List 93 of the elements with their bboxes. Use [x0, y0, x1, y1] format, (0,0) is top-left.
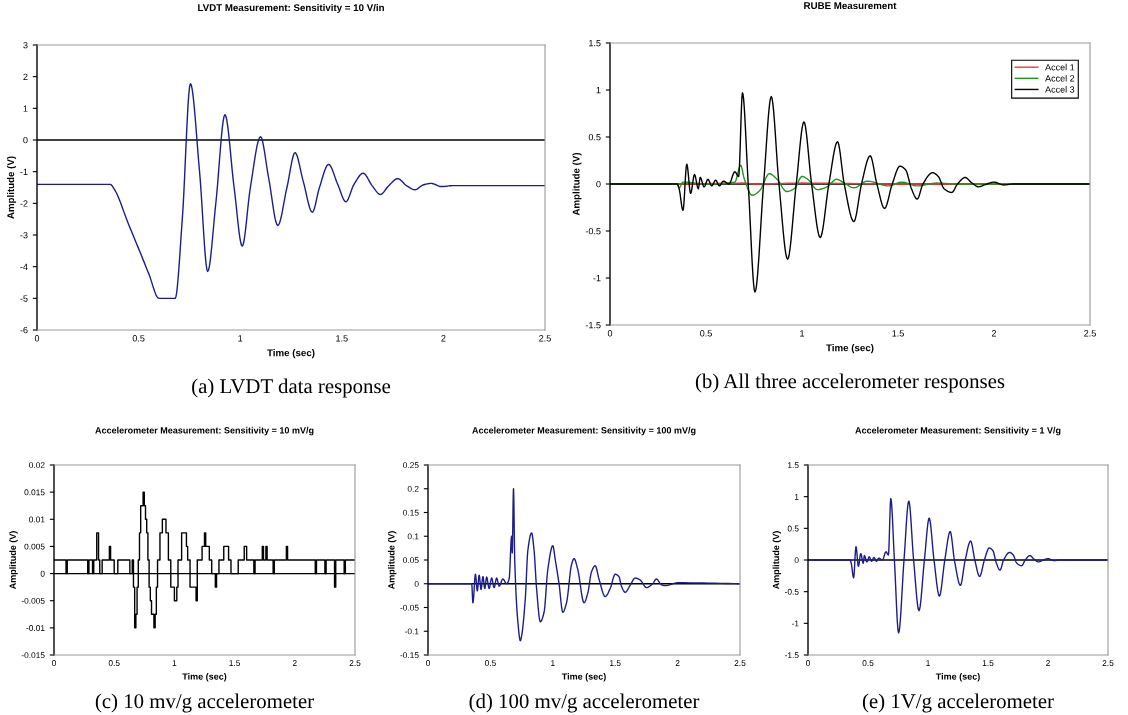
y-axis-title: Amplitude (V) [387, 531, 397, 590]
y-tick-label: 0.15 [403, 509, 419, 516]
text: (c) 10 mv/g accelerometer [95, 693, 314, 713]
y-tick-label: 3 [23, 41, 28, 49]
y-tick-label: 1.5 [589, 40, 601, 47]
y-tick-label: -0.5 [585, 227, 601, 235]
y-tick-label: 1.5 [788, 462, 799, 469]
legend-label: Accel 2 [1045, 74, 1075, 82]
y-tick-label: -0.15 [400, 652, 419, 659]
y-tick-label: -0.015 [21, 652, 45, 659]
y-tick-label: -4 [20, 263, 28, 270]
y-tick-label: -6 [20, 326, 28, 334]
x-tick-label: 1.5 [982, 660, 994, 666]
y-tick-label: -1.5 [585, 322, 601, 329]
legend-label: Accel 1 [1045, 63, 1075, 71]
y-axis-title: Amplitude (V) [9, 531, 18, 590]
y-axis-title: Amplitude (V) [6, 156, 17, 219]
x-tick-label: 1 [238, 335, 243, 342]
y-tick-label: 1 [794, 493, 799, 500]
x-axis-title: Time (sec) [935, 673, 980, 682]
y-tick-label: 1 [596, 87, 601, 94]
chart-title: Accelerometer Measurement: Sensitivity = 100 mV/g [472, 426, 696, 436]
x-tick-label: 1 [551, 660, 555, 666]
x-axis-title: Time (sec) [182, 673, 227, 682]
x-tick-label: 0.5 [484, 660, 496, 666]
x-tick-label: 2.5 [539, 335, 551, 342]
x-tick-label: 1 [172, 660, 177, 666]
y-tick-label: 0.5 [787, 525, 799, 532]
y-tick-label: 0 [40, 570, 45, 577]
y-tick-label: 1 [23, 105, 28, 112]
x-tick-label: 1.5 [892, 330, 904, 337]
x-tick-label: 2 [1046, 660, 1050, 666]
x-tick-label: 1.5 [610, 660, 621, 666]
text: (e) 1V/g accelerometer [862, 693, 1054, 713]
x-tick-label: 2.5 [349, 660, 361, 666]
y-tick-label: -1.5 [784, 652, 799, 659]
x-tick-label: 2.5 [734, 660, 746, 666]
y-tick-label: 0.05 [403, 557, 419, 564]
y-axis-title: Amplitude (V) [772, 531, 781, 590]
y-tick-label: -0.5 [784, 588, 799, 595]
x-axis-title: Time (sec) [561, 673, 606, 682]
y-tick-label: 0 [596, 180, 601, 188]
y-tick-label: -0.01 [26, 625, 45, 631]
y-tick-label: 0.015 [24, 489, 45, 496]
y-tick-label: -3 [20, 231, 28, 239]
legend-label: Accel 3 [1045, 86, 1075, 93]
x-tick-label: 2.5 [1102, 660, 1114, 666]
y-tick-label: -1 [593, 275, 601, 282]
y-tick-label: -1 [791, 620, 799, 627]
text: (d) 100 mv/g accelerometer [469, 693, 700, 713]
y-tick-label: -1 [20, 168, 28, 175]
y-tick-label: -0.05 [400, 604, 419, 611]
x-tick-label: 0 [426, 660, 430, 666]
y-tick-label: 0.1 [407, 533, 419, 540]
x-tick-label: 2 [675, 660, 680, 666]
y-tick-label: 0.25 [403, 462, 419, 469]
y-tick-label: 0.01 [29, 516, 45, 523]
y-axis-title: Amplitude (V) [572, 152, 582, 216]
x-tick-label: 0 [806, 660, 810, 666]
y-tick-label: 0.5 [588, 133, 601, 141]
x-axis-title: Time (sec) [267, 349, 315, 359]
y-tick-label: -0.005 [21, 597, 45, 604]
x-tick-label: 1.5 [336, 335, 348, 342]
x-tick-label: 0 [52, 660, 56, 666]
y-tick-label: 2 [23, 73, 28, 80]
y-tick-label: 0 [23, 136, 28, 144]
chart-title: Accelerometer Measurement: Sensitivity = 1 V/g [855, 426, 1061, 436]
y-tick-label: 0.2 [407, 485, 419, 492]
x-tick-label: 1 [926, 660, 930, 666]
text: (a) LVDT data response [192, 378, 391, 398]
y-tick-label: 0 [794, 557, 799, 564]
x-tick-label: 2 [292, 660, 297, 666]
x-tick-label: 2 [991, 330, 997, 337]
x-tick-label: 2 [441, 335, 446, 342]
x-tick-label: 1.5 [229, 660, 241, 666]
x-tick-label: 2.5 [1084, 330, 1096, 337]
y-tick-label: -5 [20, 295, 28, 302]
text: (b) All three accelerometer responses [695, 373, 1005, 393]
x-tick-label: 0 [607, 330, 613, 337]
x-tick-label: 0.5 [132, 335, 145, 342]
chart-title: LVDT Measurement: Sensitivity = 10 V/in [198, 3, 384, 13]
x-tick-label: 1 [800, 330, 805, 337]
x-tick-label: 0.5 [108, 660, 120, 666]
chart-title: Accelerometer Measurement: Sensitivity = 10 mV/g [95, 426, 314, 436]
chart-title: RUBE Measurement [804, 2, 897, 10]
y-tick-label: 0 [414, 580, 419, 587]
y-tick-label: 0.02 [29, 462, 45, 469]
y-tick-label: -0.1 [404, 628, 419, 635]
x-tick-label: 0.5 [862, 660, 874, 666]
x-axis-title: Time (sec) [826, 344, 874, 354]
x-tick-label: 0.5 [700, 330, 712, 337]
y-tick-label: -2 [20, 200, 28, 207]
y-tick-label: 0.005 [24, 543, 45, 550]
